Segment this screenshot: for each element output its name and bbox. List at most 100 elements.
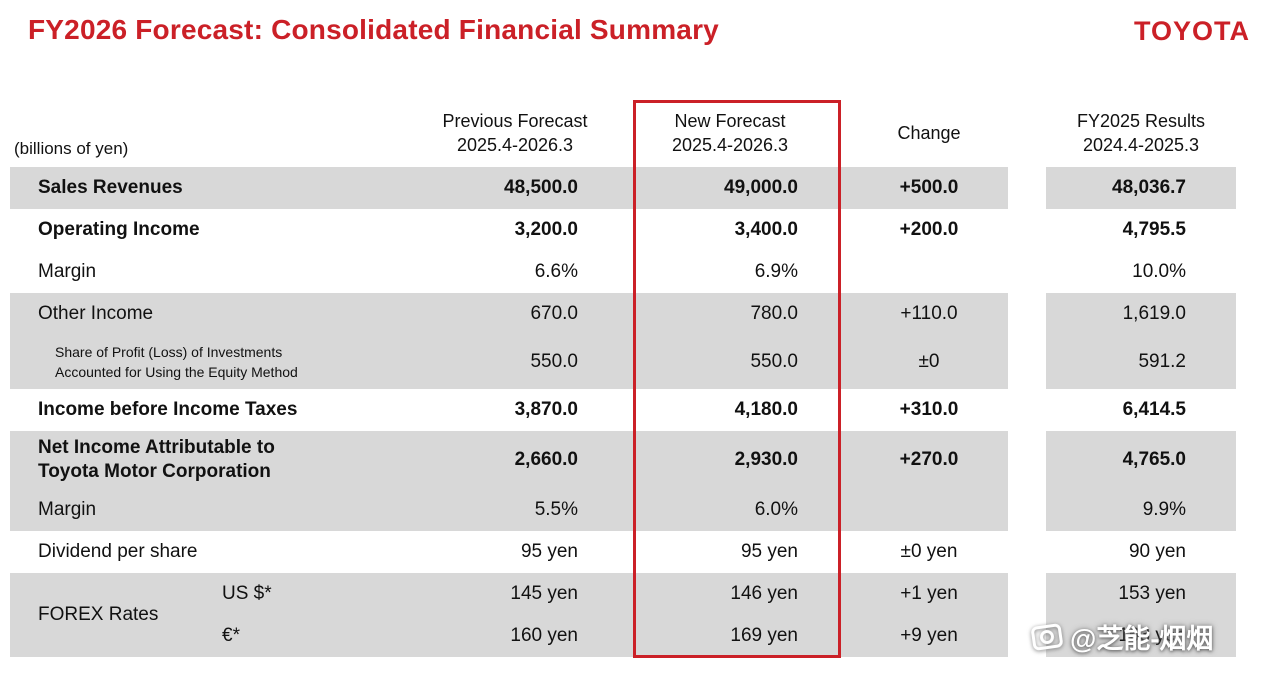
- watermark-text: @芝能-烟烟: [1070, 624, 1214, 654]
- fy2025-result-value: 4,795.5: [1122, 219, 1186, 240]
- change-value: [850, 251, 1008, 293]
- new-forecast-value: 4,180.0: [734, 399, 798, 420]
- table-row: Income before Income Taxes 3,870.0 4,180.0…: [10, 389, 1236, 431]
- column-period: 2024.4-2025.3: [1082, 134, 1200, 155]
- column-gap: [1008, 389, 1046, 431]
- change-value: ±0: [850, 335, 1008, 389]
- fy2025-result-value: 591.2: [1046, 335, 1236, 389]
- change-value: +110.0: [850, 293, 1008, 335]
- change-value: +9 yen: [850, 615, 1008, 657]
- row-label: Share of Profit (Loss) of Investments Ac…: [10, 335, 420, 389]
- table-body: Sales Revenues 48,500.0 49,000.0 +500.0 48,0…: [10, 167, 1236, 657]
- previous-forecast-value: 6.6%: [534, 261, 578, 282]
- row-label: Margin: [10, 489, 420, 531]
- previous-forecast-value: 160 yen: [420, 615, 610, 657]
- row-label: Sales Revenues: [10, 167, 420, 209]
- previous-forecast-value: 3,200.0: [514, 219, 578, 240]
- table-row: US $* 145 yen 146 yen +1 yen 153 yen: [10, 573, 1236, 615]
- table-row: €* 160 yen 169 yen +9 yen 163 yen: [10, 615, 1236, 657]
- column-period: 2025.4-2026.3: [671, 134, 789, 155]
- column-gap: [1008, 100, 1046, 167]
- fy2025-result-value: 6,414.5: [1122, 399, 1186, 420]
- camera-icon: [1030, 622, 1064, 651]
- new-forecast-value: 169 yen: [610, 615, 850, 657]
- change-value: +1 yen: [850, 573, 1008, 615]
- table-row: Dividend per share 95 yen 95 yen ±0 yen 90 y…: [10, 531, 1236, 573]
- new-forecast-value: 95 yen: [740, 541, 798, 562]
- previous-forecast-value: 5.5%: [420, 489, 610, 531]
- column-gap: [1008, 251, 1046, 293]
- table-row: Other Income 670.0 780.0 +110.0 1,619.0: [10, 293, 1236, 335]
- fy2025-result-value: 90 yen: [1128, 541, 1186, 562]
- fy2025-result-value: 9.9%: [1046, 489, 1236, 531]
- new-forecast-value: 146 yen: [610, 573, 850, 615]
- row-label: Income before Income Taxes: [38, 399, 298, 421]
- column-gap: [1008, 489, 1046, 531]
- previous-forecast-value: 3,870.0: [514, 399, 578, 420]
- forex-rates-group-label: FOREX Rates: [38, 604, 159, 625]
- change-value: ±0 yen: [900, 541, 958, 562]
- column-title: FY2025 Results: [1076, 111, 1206, 132]
- column-header-change: Change: [850, 100, 1008, 167]
- column-period: 2025.4-2026.3: [456, 134, 574, 155]
- column-gap: [1008, 209, 1046, 251]
- table-row: Share of Profit (Loss) of Investments Ac…: [10, 335, 1236, 389]
- table-row: Margin 6.6% 6.9% 10.0%: [10, 251, 1236, 293]
- change-value: +270.0: [850, 431, 1008, 489]
- new-forecast-value: 550.0: [610, 335, 850, 389]
- previous-forecast-value: 48,500.0: [420, 167, 610, 209]
- column-header-new-forecast: New Forecast 2025.4-2026.3: [610, 100, 850, 167]
- new-forecast-value: 780.0: [610, 293, 850, 335]
- table-row: Margin 5.5% 6.0% 9.9%: [10, 489, 1236, 531]
- column-title: Change: [897, 122, 961, 143]
- previous-forecast-value: 95 yen: [520, 541, 578, 562]
- forex-currency-label: US $*: [222, 583, 272, 605]
- table-row: Net Income Attributable to Toyota Motor …: [10, 431, 1236, 489]
- fy2025-result-value: 4,765.0: [1046, 431, 1236, 489]
- fy2025-result-value: 1,619.0: [1046, 293, 1236, 335]
- forex-currency-label: €*: [222, 625, 240, 647]
- fy2025-result-value: 10.0%: [1132, 261, 1186, 282]
- financial-summary-table: (billions of yen) Previous Forecast 2025…: [10, 100, 1236, 657]
- fy2025-result-value: 48,036.7: [1046, 167, 1236, 209]
- table-header-row: (billions of yen) Previous Forecast 2025…: [10, 100, 1236, 167]
- row-label: €*: [10, 615, 420, 657]
- page-title: FY2026 Forecast: Consolidated Financial …: [28, 14, 719, 45]
- column-title: New Forecast: [674, 111, 786, 132]
- new-forecast-value: 6.0%: [610, 489, 850, 531]
- column-gap: [1008, 531, 1046, 573]
- fy2025-result-value: 153 yen: [1046, 573, 1236, 615]
- previous-forecast-value: 2,660.0: [420, 431, 610, 489]
- column-gap: [1008, 167, 1046, 209]
- row-label: US $*: [10, 573, 420, 615]
- watermark: @芝能-烟烟: [1030, 617, 1214, 656]
- change-value: [850, 489, 1008, 531]
- row-label: Operating Income: [38, 219, 200, 241]
- column-gap: [1008, 335, 1046, 389]
- change-value: +500.0: [850, 167, 1008, 209]
- unit-note: (billions of yen): [14, 139, 129, 158]
- column-gap: [1008, 293, 1046, 335]
- new-forecast-value: 3,400.0: [734, 219, 798, 240]
- change-value: +310.0: [899, 399, 959, 420]
- row-label: Other Income: [10, 293, 420, 335]
- row-label: Net Income Attributable to Toyota Motor …: [10, 431, 420, 489]
- column-gap: [1008, 573, 1046, 615]
- new-forecast-value: 49,000.0: [610, 167, 850, 209]
- previous-forecast-value: 670.0: [420, 293, 610, 335]
- fy2025-result-value: 163 yen: [1046, 615, 1236, 657]
- previous-forecast-value: 145 yen: [420, 573, 610, 615]
- column-header-previous-forecast: Previous Forecast 2025.4-2026.3: [420, 100, 610, 167]
- column-title: Previous Forecast: [442, 111, 588, 132]
- change-value: +200.0: [899, 219, 959, 240]
- row-label: Dividend per share: [38, 541, 198, 563]
- new-forecast-value: 6.9%: [754, 261, 798, 282]
- column-gap: [1008, 431, 1046, 489]
- table-row: Sales Revenues 48,500.0 49,000.0 +500.0 48,0…: [10, 167, 1236, 209]
- toyota-logo: TOYOTA: [1133, 16, 1250, 46]
- new-forecast-value: 2,930.0: [610, 431, 850, 489]
- column-header-fy2025-results: FY2025 Results 2024.4-2025.3: [1046, 100, 1236, 167]
- table-row: Operating Income 3,200.0 3,400.0 +200.0 4,79…: [10, 209, 1236, 251]
- previous-forecast-value: 550.0: [420, 335, 610, 389]
